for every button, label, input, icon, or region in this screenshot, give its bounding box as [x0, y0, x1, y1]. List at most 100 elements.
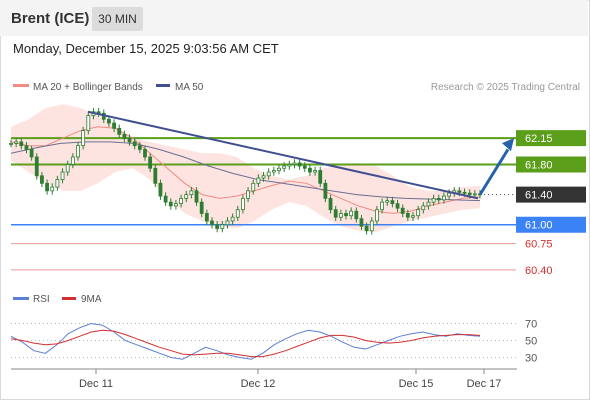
x-tick-label: Dec 17	[467, 378, 502, 390]
rsi-tick-70: 70	[525, 319, 537, 331]
candle-body	[127, 137, 132, 143]
candle-body	[153, 167, 158, 184]
candle-body	[81, 130, 86, 147]
level-label-60-75: 60.75	[525, 239, 553, 251]
candle-body	[411, 215, 415, 218]
candle-body	[40, 175, 44, 184]
candle-body	[215, 224, 220, 229]
candle-body	[158, 182, 163, 197]
candle-body	[400, 207, 405, 214]
candle-body	[34, 156, 39, 177]
level-box-61-40	[516, 186, 586, 203]
x-tick-label: Dec 15	[399, 378, 434, 390]
rsi-ma-line	[10, 329, 481, 358]
candle-body	[143, 149, 147, 158]
target-arrow-head	[502, 138, 514, 152]
candle-body	[163, 195, 168, 203]
level-label-61-00: 61.00	[525, 220, 553, 232]
candle-body	[168, 201, 173, 207]
copyright-label: Research © 2025 Trading Central	[431, 82, 580, 93]
candle-body	[318, 170, 323, 184]
candle-body	[302, 165, 307, 169]
rsi-legend-swatch	[13, 297, 29, 300]
level-box-61-80	[516, 156, 586, 173]
candle-body	[292, 162, 297, 165]
candle-body	[235, 209, 240, 218]
candle-body	[380, 201, 384, 211]
x-tick-label: Dec 11	[79, 378, 113, 390]
candle-body	[137, 145, 142, 150]
candle-body	[457, 190, 462, 193]
candle-body	[447, 192, 451, 197]
candle-body	[9, 142, 13, 145]
header-bar: Brent (ICE) 30 MIN	[0, 0, 588, 36]
candle-body	[251, 182, 256, 192]
candle-body	[287, 164, 292, 167]
candle-body	[349, 210, 354, 217]
candle-body	[132, 141, 137, 147]
timeframe-badge[interactable]: 30 MIN	[92, 7, 143, 31]
candle-body	[364, 225, 369, 232]
candle-body	[76, 145, 80, 158]
bearish-trendline	[87, 110, 479, 200]
level-label-61-80: 61.80	[525, 159, 553, 171]
ma50-legend-label: MA 50	[175, 82, 204, 93]
level-box-61-00	[516, 216, 586, 233]
candle-body	[65, 164, 70, 173]
target-arrow-shaft	[478, 148, 510, 196]
candle-body	[189, 190, 194, 196]
candle-body	[277, 167, 281, 171]
ma50-line	[10, 141, 481, 202]
candle-body	[24, 145, 29, 150]
candle-body	[194, 190, 199, 203]
candle-body	[375, 209, 379, 222]
level-box-62-15	[516, 130, 586, 147]
candle-body	[122, 133, 127, 139]
candle-body	[462, 191, 467, 194]
candle-body	[390, 200, 395, 205]
rsi-legend-label: RSI	[33, 294, 50, 305]
candle-body	[148, 156, 153, 169]
candle-body	[385, 200, 390, 203]
candle-body	[225, 220, 230, 226]
candle-body	[405, 213, 410, 218]
candle-body	[282, 165, 287, 169]
x-tick-label: Dec 12	[241, 378, 276, 390]
level-label-62-15: 62.15	[525, 133, 553, 145]
candle-body	[354, 210, 359, 220]
candle-body	[416, 209, 421, 217]
level-label-60-40: 60.40	[525, 265, 553, 277]
level-label-61-40: 61.40	[525, 190, 553, 202]
candle-body	[338, 213, 343, 218]
ma50-legend-swatch	[156, 84, 170, 87]
candle-body	[333, 209, 338, 218]
rsi-ma-legend-label: 9MA	[81, 294, 102, 305]
candle-body	[29, 149, 34, 158]
candle-body	[45, 182, 49, 192]
candle-body	[297, 162, 302, 167]
rsi-ma-legend-swatch	[62, 297, 76, 300]
candle-body	[256, 177, 261, 184]
candle-body	[421, 205, 426, 211]
instrument-title: Brent (ICE)	[11, 10, 90, 27]
candle-body	[261, 175, 266, 179]
candle-body	[107, 118, 111, 124]
candle-body	[266, 171, 271, 177]
candle-body	[230, 216, 235, 222]
candle-body	[467, 192, 472, 196]
bollinger-band-area	[11, 104, 480, 233]
candle-body	[179, 197, 183, 205]
candle-body	[395, 203, 400, 209]
candle-body	[436, 197, 441, 201]
ma20-legend-swatch	[13, 84, 29, 87]
rsi-tick-50: 50	[525, 336, 537, 348]
candle-body	[344, 213, 348, 217]
candle-body	[308, 167, 312, 173]
candle-body	[50, 186, 55, 192]
candle-body	[271, 170, 276, 173]
candle-body	[431, 197, 436, 203]
candle-body	[86, 115, 91, 131]
datetime-label: Monday, December 15, 2025 9:03:56 AM CET	[13, 41, 279, 56]
candle-body	[19, 141, 24, 147]
